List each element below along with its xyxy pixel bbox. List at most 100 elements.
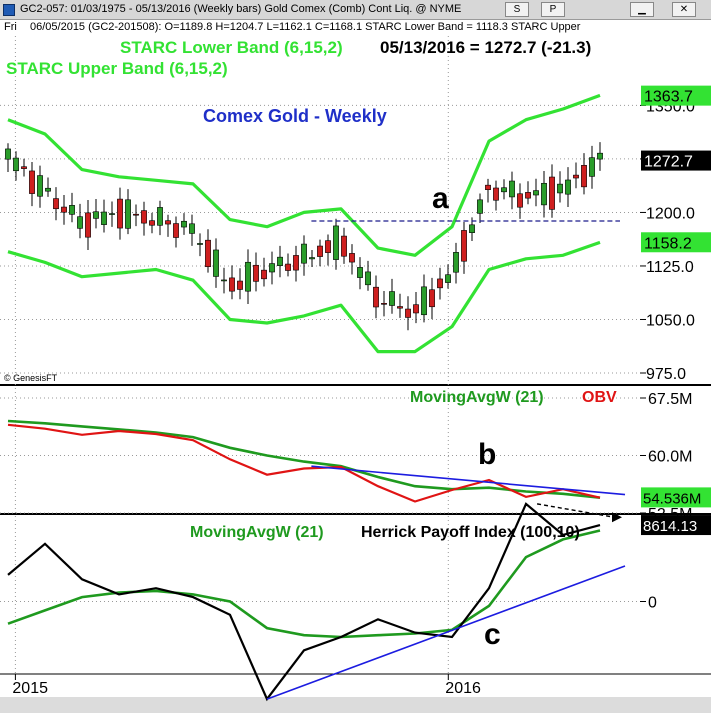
hpi-value-box [641,515,711,536]
up-candle [477,199,483,214]
up-candle [389,291,395,306]
down-candle [573,174,579,179]
up-candle [357,267,363,278]
down-candle [485,184,491,190]
up-candle [181,220,187,228]
up-candle [365,271,371,286]
down-candle [229,277,235,292]
up-candle [93,211,99,219]
down-candle [461,230,467,262]
price-tick-label: 975.0 [646,366,686,383]
up-candle [301,243,307,264]
legend-obv-ma: MovingAvgW (21) [410,389,544,406]
down-candle [413,304,419,314]
down-candle [253,264,259,282]
up-candle [309,257,315,260]
time-tick-label: 2016 [445,680,481,697]
up-candle [101,211,107,225]
down-candle [29,170,35,194]
down-candle [373,286,379,308]
up-candle [333,225,339,260]
up-candle [125,199,131,229]
close-button[interactable]: ✕ [672,2,696,17]
up-candle [557,183,563,194]
obv-trendline-b [311,465,626,496]
down-candle [349,253,355,263]
up-candle [189,223,195,234]
price-value-box [641,85,711,106]
up-candle [597,152,603,160]
legend-starc-upper: STARC Upper Band (6,15,2) [6,59,228,78]
scrollbar-track [0,697,711,713]
legend-hpi-ma: MovingAvgW (21) [190,524,324,541]
legend-starc-lower: STARC Lower Band (6,15,2) [120,38,343,57]
info-bar: Fri 06/05/2015 (GC2-201508): O=1189.8 H=… [0,20,711,34]
down-candle [437,278,443,289]
up-candle [541,182,547,206]
down-candle [61,206,67,213]
hpi-arrow-line [536,503,615,518]
down-candle [141,210,147,224]
watermark: © GenesisFT [4,373,58,383]
s-button[interactable]: S [505,2,529,17]
down-candle [325,240,331,253]
down-candle [429,289,435,308]
hpi-tick-label: 0 [648,595,657,612]
down-candle [149,220,155,226]
price-tick-label: 1125.0 [646,259,694,276]
legend-obv: OBV [582,389,617,406]
obv-tick-label: 67.5M [648,391,692,408]
up-candle [245,261,251,292]
annotation-a: a [432,182,449,215]
info-day: Fri [4,21,17,33]
up-candle [445,274,451,283]
up-candle [5,148,11,160]
obv-value-box [641,487,711,508]
up-candle [109,213,115,215]
hpi-moving-average-line [7,529,601,639]
info-values: 06/05/2015 (GC2-201508): O=1189.8 H=1204… [30,21,581,33]
starc-upper-band-line [7,93,601,257]
down-candle [165,220,171,225]
down-candle [133,213,139,216]
up-candle [533,190,539,196]
down-candle [237,280,243,290]
down-candle [285,263,291,271]
up-candle [453,252,459,273]
hpi-value-label: 8614.13 [643,518,697,535]
obv-line [7,423,601,503]
price-value-label: 1363.7 [644,89,693,106]
price-value-box [641,150,711,171]
up-candle [37,175,43,197]
down-candle [397,306,403,309]
up-candle [197,243,203,245]
down-candle [293,255,299,271]
down-candle [21,166,27,169]
p-button[interactable]: P [541,2,565,17]
up-candle [213,249,219,277]
price-value-box [641,232,711,253]
price-tick-label: 1200.0 [646,205,695,222]
up-candle [565,179,571,195]
up-candle [77,216,83,229]
down-candle [493,187,499,201]
price-value-label: 1272.7 [644,154,693,171]
hpi-arrow-head [612,512,622,523]
down-candle [317,245,323,257]
down-candle [173,223,179,238]
minimize-button[interactable]: ▁ [630,2,654,17]
down-candle [581,165,587,188]
time-tick-label: 2015 [12,680,48,697]
legend-hpi: Herrick Payoff Index (100,10) [361,524,580,541]
up-candle [45,187,51,192]
down-candle [517,193,523,208]
up-candle [157,207,163,226]
up-candle [589,157,595,177]
starc-lower-band-line [7,240,601,354]
down-candle [381,303,387,305]
up-candle [509,180,515,198]
down-candle [341,235,347,257]
app-icon [3,4,15,16]
window-titlebar: GC2-057: 01/03/1975 - 05/13/2016 (Weekly… [0,0,711,20]
